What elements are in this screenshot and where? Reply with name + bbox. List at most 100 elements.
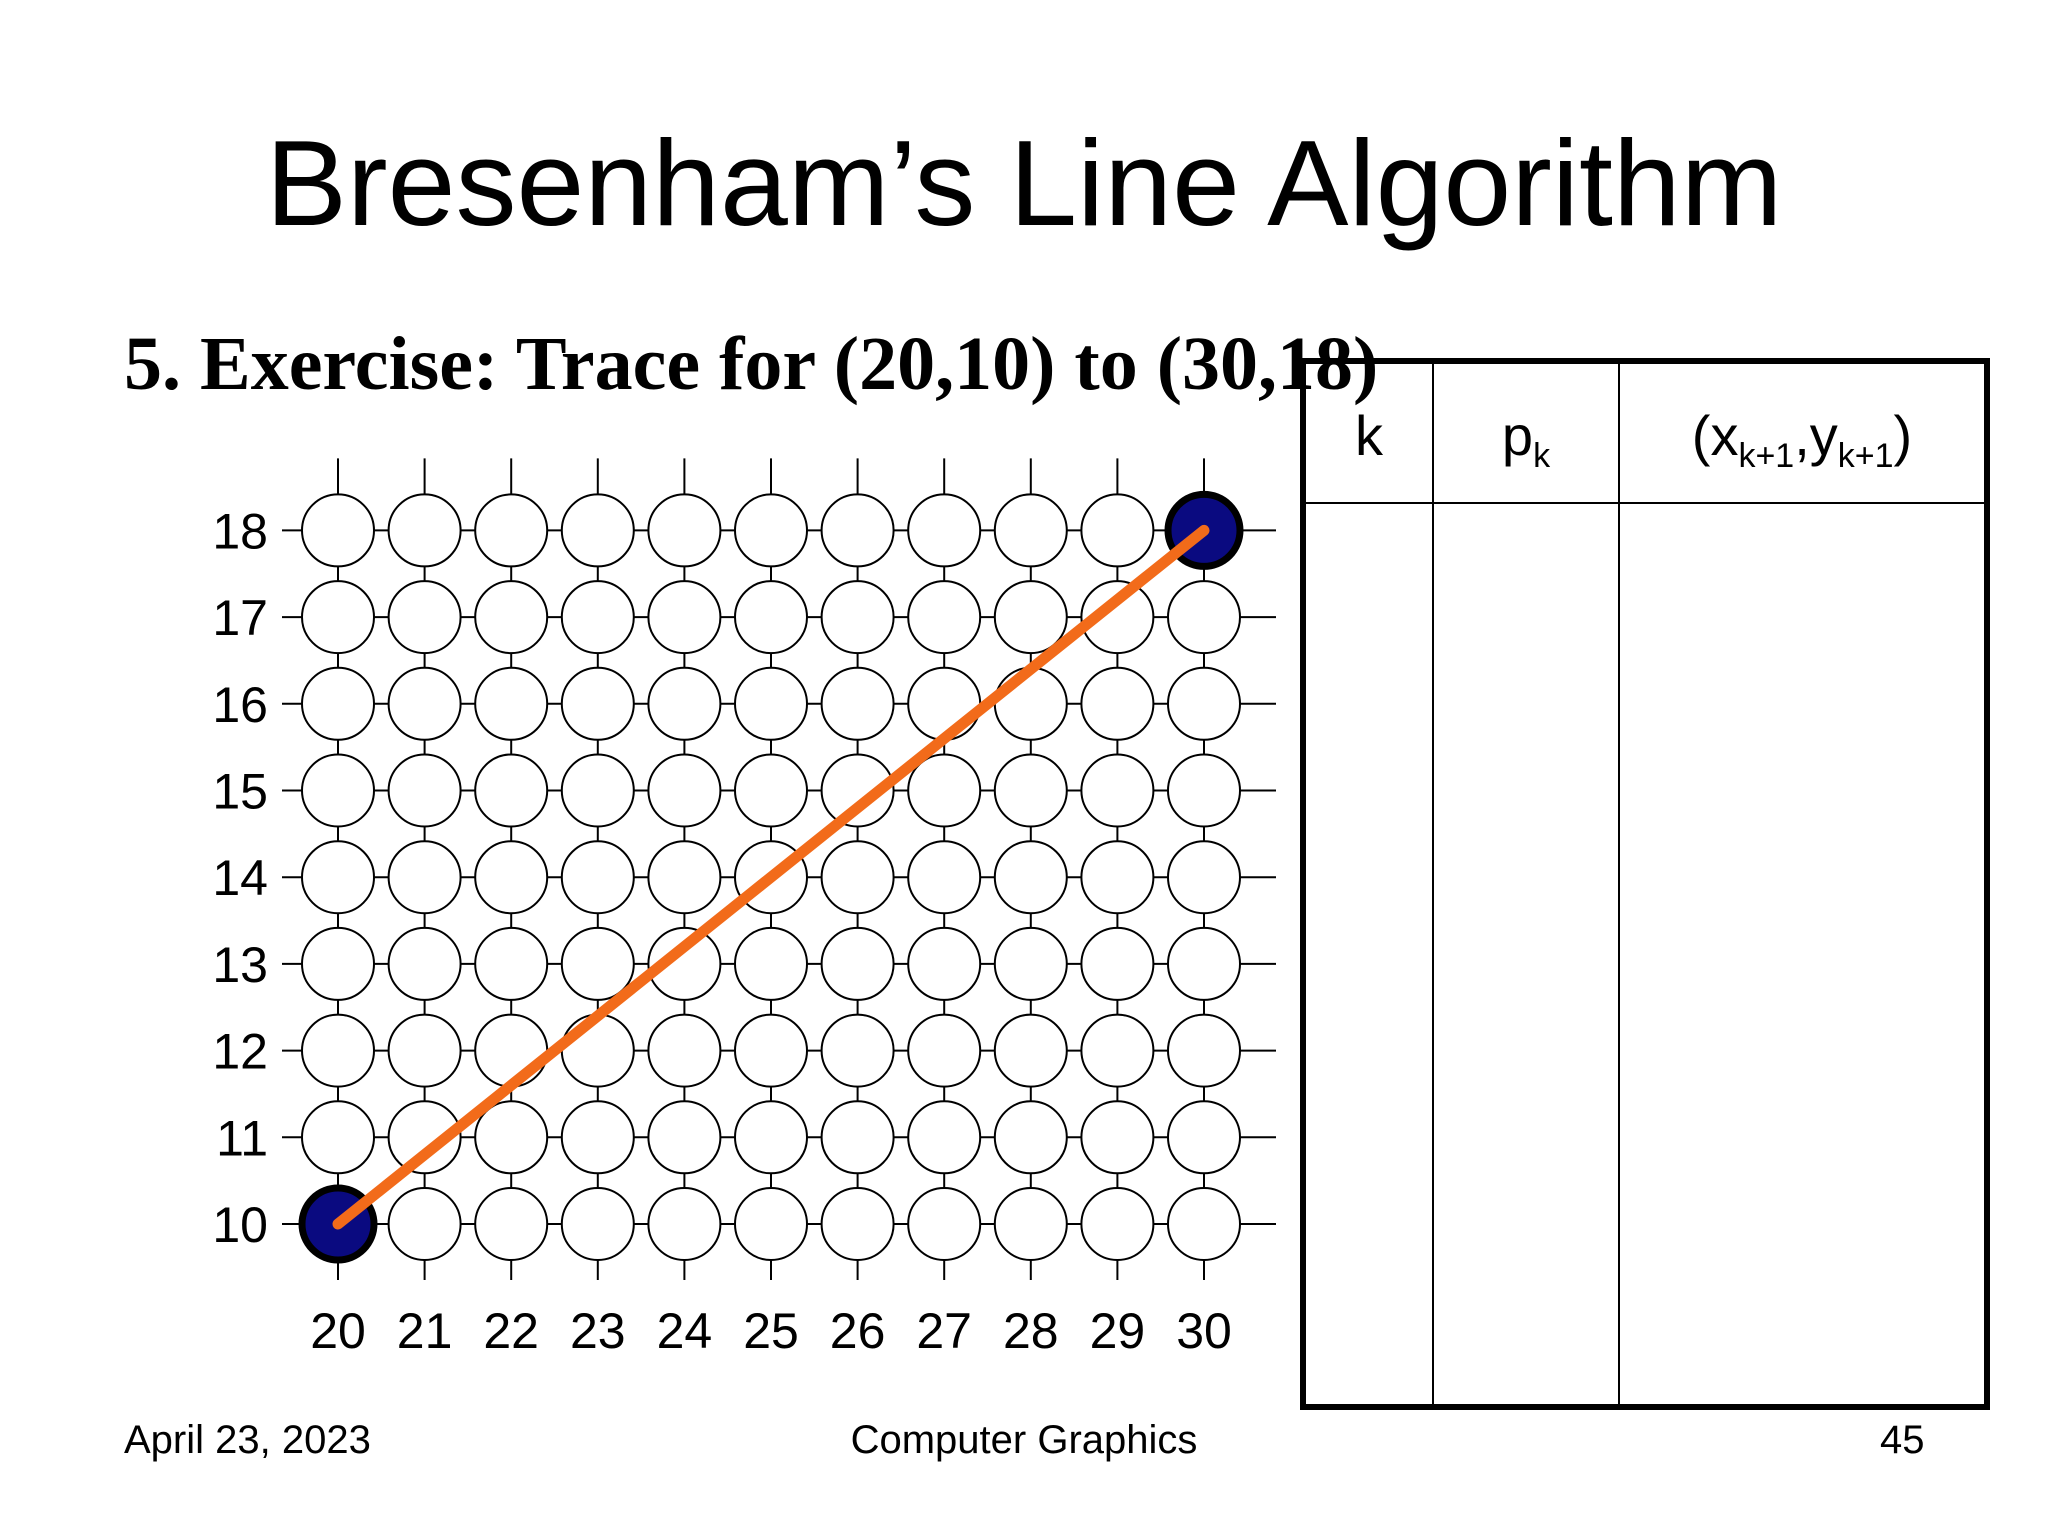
- pixel-circle: [301, 926, 375, 1001]
- pixel-circle: [474, 753, 549, 828]
- pixel-circle: [820, 926, 895, 1001]
- pixel-circle: [560, 753, 635, 828]
- x-tick-label: 22: [483, 1303, 539, 1359]
- pixel-circle: [301, 666, 375, 741]
- pixel-circle: [1080, 1013, 1155, 1088]
- pixel-circle: [474, 840, 549, 915]
- pixel-circle: [734, 753, 808, 828]
- header-y-label: ,y: [1794, 404, 1838, 467]
- pixel-circle: [734, 1100, 808, 1175]
- footer-page-number: 45: [1880, 1418, 1925, 1462]
- pixel-circle: [993, 753, 1068, 828]
- pixel-circle: [560, 493, 635, 568]
- pixel-circle: [560, 580, 635, 655]
- pixel-circle: [387, 580, 462, 655]
- pixel-circle: [560, 1013, 635, 1088]
- y-tick-label: 13: [212, 937, 268, 993]
- pixel-circle: [820, 1100, 895, 1175]
- footer-date: April 23, 2023: [124, 1418, 371, 1462]
- x-tick-label: 29: [1090, 1303, 1146, 1359]
- pixel-circle: [387, 666, 462, 741]
- header-k-label: k: [1355, 404, 1383, 467]
- pixel-circle: [993, 1013, 1068, 1088]
- pixel-circle: [820, 580, 895, 655]
- y-tick-label: 11: [216, 1110, 268, 1166]
- pixel-circle: [907, 840, 982, 915]
- pixel-circle: [1080, 580, 1155, 655]
- pixel-circle: [474, 1187, 549, 1261]
- header-k: k: [1306, 408, 1432, 464]
- pixel-circle: [993, 580, 1068, 655]
- pixel-circle: [474, 1013, 549, 1088]
- y-tick-label: 17: [212, 590, 268, 646]
- pixel-circle: [387, 840, 462, 915]
- pixel-circle: [387, 926, 462, 1001]
- pixel-circle: [734, 1013, 808, 1088]
- pixel-circle: [1080, 753, 1155, 828]
- x-tick-label: 25: [743, 1303, 799, 1359]
- pixel-circle: [387, 1013, 462, 1088]
- pixel-circle: [907, 580, 982, 655]
- pixel-circle: [1167, 580, 1241, 655]
- pixel-circle: [560, 840, 635, 915]
- y-tick-label: 10: [212, 1197, 268, 1253]
- pixel-circle: [387, 1187, 462, 1261]
- pixel-circle: [560, 1100, 635, 1175]
- pixel-circle: [301, 840, 375, 915]
- pixel-circle: [1080, 666, 1155, 741]
- pixel-circle: [907, 1013, 982, 1088]
- ideal-line: [332, 524, 1210, 1230]
- pixel-circle: [301, 753, 375, 828]
- pixel-circle: [474, 926, 549, 1001]
- pixel-circle: [820, 666, 895, 741]
- y-tick-label: 18: [212, 503, 268, 559]
- pixel-circle: [387, 1100, 462, 1175]
- x-tick-label: 23: [570, 1303, 626, 1359]
- footer-course: Computer Graphics: [850, 1418, 1198, 1462]
- pixel-circle: [734, 1187, 808, 1261]
- y-tick-label: 15: [212, 764, 268, 820]
- pixel-circle: [474, 1100, 549, 1175]
- pixel-circle: [647, 1013, 722, 1088]
- header-y-subscript: k+1: [1837, 436, 1894, 475]
- x-tick-label: 27: [916, 1303, 972, 1359]
- pixel-circle: [1167, 666, 1241, 741]
- pixel-circle: [820, 1013, 895, 1088]
- table-column-divider: [1432, 364, 1434, 1404]
- pixel-circle: [1080, 1187, 1155, 1261]
- x-tick-label: 28: [1003, 1303, 1059, 1359]
- pixel-circle: [734, 926, 808, 1001]
- pixel-circle: [907, 666, 982, 741]
- header-pk: pk: [1434, 408, 1618, 473]
- pixel-circle: [1167, 753, 1241, 828]
- pixel-circle: [1167, 1013, 1241, 1088]
- pixel-circle: [474, 580, 549, 655]
- pixel-circle: [560, 1187, 635, 1261]
- slide-title: Bresenham’s Line Algorithm: [265, 115, 1783, 251]
- pixel-circle: [993, 1100, 1068, 1175]
- table-column-divider: [1618, 364, 1620, 1404]
- pixel-circle: [647, 1187, 722, 1261]
- pixel-circle: [301, 1013, 375, 1088]
- header-x-subscript: k+1: [1738, 436, 1795, 475]
- pixel-circle: [820, 493, 895, 568]
- y-tick-label: 14: [212, 850, 268, 906]
- pixel-circle: [1167, 1100, 1241, 1175]
- pixel-circle: [474, 493, 549, 568]
- header-p-subscript: k: [1533, 436, 1551, 475]
- trace-table: k pk (xk+1,yk+1): [1300, 358, 1990, 1410]
- pixel-circle: [560, 666, 635, 741]
- y-tick-label: 16: [212, 677, 268, 733]
- pixel-circle: [647, 926, 722, 1001]
- pixel-circle: [907, 1187, 982, 1261]
- pixel-circle: [1167, 926, 1241, 1001]
- pixel-circle: [734, 666, 808, 741]
- header-close-paren: ): [1893, 404, 1913, 467]
- pixel-circle: [647, 580, 722, 655]
- pixel-circle: [301, 1100, 375, 1175]
- slide-subtitle: 5. Exercise: Trace for (20,10) to (30,18…: [124, 322, 1379, 406]
- pixel-circle: [993, 493, 1068, 568]
- pixel-circle: [1080, 840, 1155, 915]
- pixel-circle: [907, 1100, 982, 1175]
